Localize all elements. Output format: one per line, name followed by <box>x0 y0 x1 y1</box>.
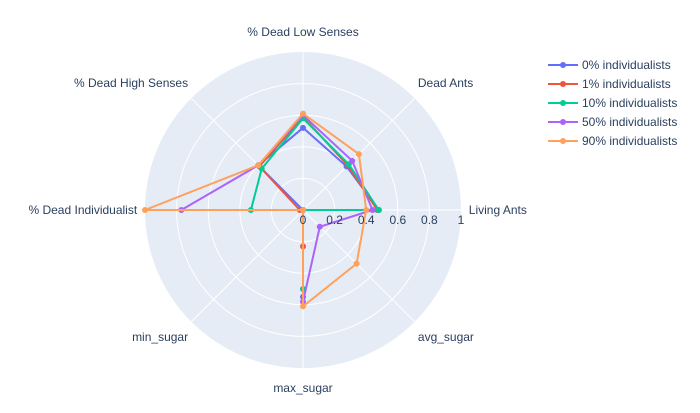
legend-marker <box>560 138 566 144</box>
series-point <box>375 207 382 213</box>
series-point <box>142 207 148 213</box>
series-point <box>369 207 376 213</box>
radial-tick-label: 0.8 <box>421 213 438 227</box>
legend-item: 90% individualists <box>548 134 677 148</box>
series-point <box>300 303 306 310</box>
series-point <box>300 124 306 131</box>
legend-marker <box>560 119 566 125</box>
legend-label: 1% individualists <box>582 77 671 91</box>
legend-item: 1% individualists <box>548 77 671 91</box>
legend-label: 10% individualists <box>582 96 677 110</box>
series-point <box>355 151 362 158</box>
series-point <box>300 207 306 213</box>
radial-tick-label: 0.2 <box>326 213 343 227</box>
series-point <box>316 223 323 230</box>
category-label: Dead Ants <box>418 76 473 90</box>
category-label: avg_sugar <box>418 330 474 344</box>
legend-label: 90% individualists <box>582 134 677 148</box>
radial-tick-label: 0.6 <box>389 213 406 227</box>
legend-label: 50% individualists <box>582 115 677 129</box>
radial-tick-label: 0 <box>300 213 307 227</box>
category-label: % Dead Low Senses <box>247 25 358 39</box>
radial-tick-label: 1 <box>458 213 465 227</box>
category-label: min_sugar <box>132 330 188 344</box>
series-point <box>353 260 360 267</box>
radar-plot-area: Living Ants Dead Ants % Dead Low Senses % D… <box>28 25 526 395</box>
series-point <box>349 157 356 164</box>
legend-marker <box>560 100 566 106</box>
radial-tick-label: 0.4 <box>358 213 375 227</box>
legend-item: 0% individualists <box>548 58 671 72</box>
legend-label: 0% individualists <box>582 58 671 72</box>
category-label: max_sugar <box>273 381 332 395</box>
legend: 0% individualists 1% individualists 10% in… <box>548 58 677 148</box>
series-point <box>300 110 306 117</box>
category-label: % Dead High Senses <box>74 76 188 90</box>
series-point <box>363 207 370 213</box>
legend-marker <box>560 62 566 68</box>
legend-marker <box>560 81 566 87</box>
category-label: % Dead Individualist <box>28 203 137 217</box>
legend-item: 10% individualists <box>548 96 677 110</box>
legend-item: 50% individualists <box>548 115 677 129</box>
category-label: Living Ants <box>469 203 527 217</box>
series-point <box>255 162 262 169</box>
angular-gridline <box>190 209 304 323</box>
